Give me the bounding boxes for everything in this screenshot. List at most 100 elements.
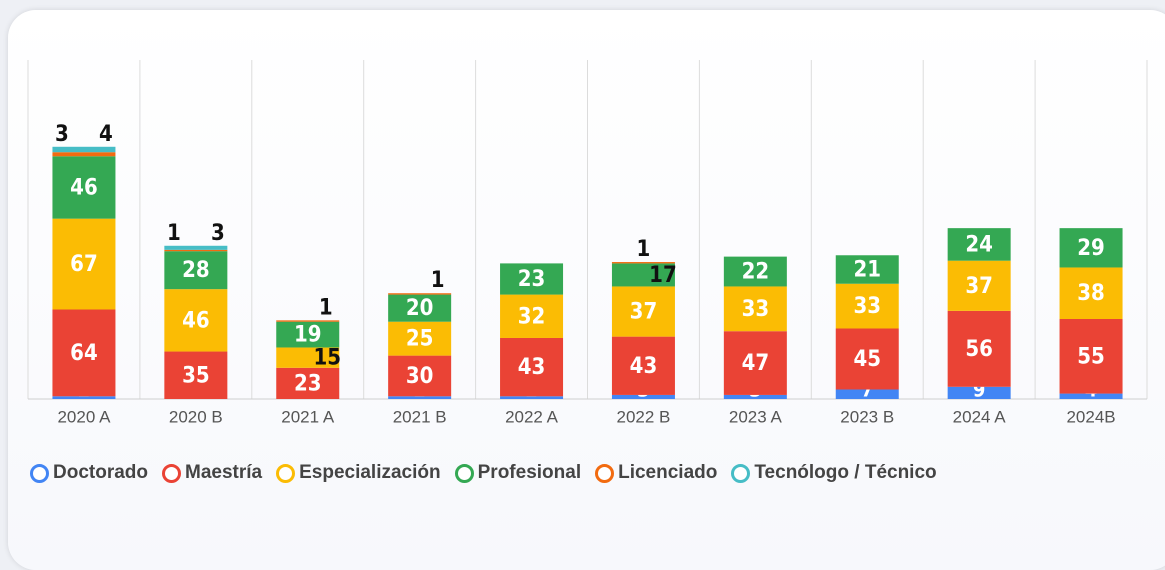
data-label: 22 — [742, 260, 770, 285]
data-label: 3 — [211, 221, 225, 246]
bar-segment — [500, 294, 564, 338]
data-label: 47 — [742, 351, 770, 376]
bar-segment — [1059, 228, 1123, 268]
bar-segment — [388, 293, 452, 295]
bar-segment — [500, 396, 564, 399]
bar-segment — [388, 355, 452, 397]
data-label: 19 — [294, 323, 322, 348]
legend-item: Tecnólogo / Técnico — [731, 462, 937, 484]
bar-segment — [276, 321, 340, 348]
legend-label: Profesional — [477, 462, 582, 483]
bar-segment — [388, 321, 452, 356]
data-label: 33 — [742, 297, 770, 322]
data-label: 29 — [1077, 236, 1105, 261]
bar-segment — [947, 228, 1011, 261]
bar-segment — [947, 260, 1011, 311]
bar-segment — [611, 336, 675, 395]
data-label: 23 — [294, 371, 322, 396]
data-label: 28 — [182, 258, 210, 283]
bar-segment — [164, 245, 228, 250]
legend-marker — [454, 463, 474, 483]
bar-segment — [52, 396, 116, 399]
bar-segment — [947, 310, 1011, 387]
data-label: 46 — [182, 308, 210, 333]
legend: Doctorado Maestría Especialización Profesio… — [30, 462, 937, 484]
x-tick-label: 2020 A — [57, 407, 111, 426]
data-label: 1 — [431, 268, 445, 293]
legend-item: Especialización — [276, 462, 441, 484]
bar-segment — [611, 263, 675, 287]
data-label: 56 — [965, 337, 993, 362]
bar-segment — [52, 218, 116, 310]
data-label: 35 — [182, 363, 210, 388]
x-tick-label: 2023 A — [729, 407, 783, 426]
x-tick-label: 2021 B — [393, 407, 447, 426]
bar-segment — [52, 152, 116, 157]
legend-marker — [162, 463, 181, 483]
x-tick-label: 2022 A — [505, 407, 559, 426]
data-label: 3 — [55, 122, 69, 147]
data-label: 43 — [630, 354, 658, 379]
bar-segment — [52, 309, 116, 397]
data-label: 33 — [853, 294, 881, 319]
bar-segment — [276, 347, 340, 368]
data-label: 24 — [965, 232, 993, 257]
bar-segment — [723, 394, 787, 399]
legend-label: Doctorado — [53, 462, 148, 483]
legend-label: Especialización — [299, 462, 441, 483]
bar-segment — [388, 294, 452, 322]
data-label: 1 — [167, 221, 181, 246]
bar-segment — [611, 262, 675, 264]
bar-segment — [947, 386, 1011, 399]
data-label: 32 — [518, 304, 546, 329]
data-label: 37 — [630, 300, 658, 325]
data-label: 21 — [853, 258, 881, 283]
legend-label: Maestría — [185, 462, 263, 483]
legend-marker — [276, 463, 296, 483]
x-tick-label: 2024 A — [953, 407, 1007, 426]
bar-segment — [1059, 393, 1123, 399]
x-tick-label: 2020 B — [169, 407, 223, 426]
legend-item: Doctorado — [30, 462, 148, 484]
x-tick-label: 2022 B — [617, 407, 671, 426]
data-label: 17 — [649, 263, 677, 288]
bar-segment — [835, 328, 899, 390]
data-label: 45 — [853, 347, 881, 372]
data-label: 23 — [518, 267, 546, 292]
bar-segment — [164, 251, 228, 290]
data-label: 1 — [637, 237, 651, 262]
bar-segment — [52, 156, 116, 219]
data-label: 67 — [70, 252, 98, 277]
data-label: 4 — [99, 122, 113, 147]
bar-segment — [835, 389, 899, 399]
legend-label: Licenciado — [618, 462, 718, 483]
data-label: 55 — [1077, 344, 1105, 369]
bar-segment — [723, 256, 787, 287]
data-label: 1 — [319, 295, 333, 320]
bar-segment — [723, 331, 787, 395]
data-label: 43 — [518, 355, 546, 380]
bar-segment — [611, 394, 675, 399]
bar-segment — [276, 320, 340, 322]
legend-marker — [30, 463, 49, 483]
data-label: 15 — [313, 346, 341, 371]
bar-segment — [52, 146, 116, 153]
bar-segment — [500, 337, 564, 397]
bar-segment — [164, 289, 228, 352]
data-label: 25 — [406, 327, 434, 352]
x-tick-label: 2021 A — [281, 407, 335, 426]
data-label: 46 — [70, 175, 98, 200]
x-tick-label: 2024B — [1066, 407, 1115, 426]
legend-label: Tecnólogo / Técnico — [754, 462, 937, 483]
legend-item: Maestría — [162, 462, 262, 484]
bar-segment — [164, 351, 228, 399]
data-label: 30 — [406, 364, 434, 389]
data-label: 64 — [70, 341, 98, 366]
legend-marker — [595, 463, 615, 483]
bar-segment — [835, 283, 899, 329]
bar-segment — [500, 263, 564, 295]
bar-segment — [723, 286, 787, 332]
data-label: 37 — [965, 274, 993, 299]
bar-segment — [388, 396, 452, 399]
legend-item: Licenciado — [595, 462, 717, 484]
